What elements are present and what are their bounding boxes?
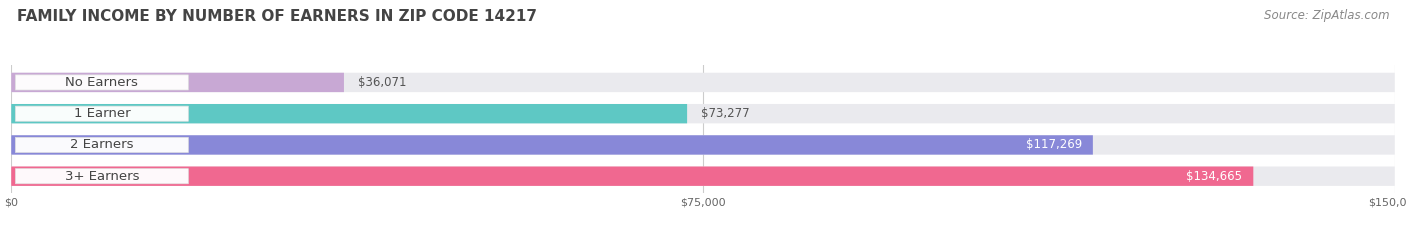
FancyBboxPatch shape <box>15 169 188 184</box>
Text: FAMILY INCOME BY NUMBER OF EARNERS IN ZIP CODE 14217: FAMILY INCOME BY NUMBER OF EARNERS IN ZI… <box>17 9 537 24</box>
FancyBboxPatch shape <box>11 104 1395 123</box>
FancyBboxPatch shape <box>15 75 188 90</box>
FancyBboxPatch shape <box>11 73 1395 92</box>
Text: $117,269: $117,269 <box>1025 138 1081 151</box>
FancyBboxPatch shape <box>11 167 1395 186</box>
FancyBboxPatch shape <box>11 167 1253 186</box>
Text: $134,665: $134,665 <box>1187 170 1243 183</box>
FancyBboxPatch shape <box>11 135 1395 155</box>
Text: No Earners: No Earners <box>66 76 138 89</box>
Text: 1 Earner: 1 Earner <box>73 107 131 120</box>
FancyBboxPatch shape <box>15 137 188 153</box>
FancyBboxPatch shape <box>15 106 188 121</box>
Text: $36,071: $36,071 <box>357 76 406 89</box>
FancyBboxPatch shape <box>11 73 344 92</box>
Text: $73,277: $73,277 <box>702 107 749 120</box>
Text: Source: ZipAtlas.com: Source: ZipAtlas.com <box>1264 9 1389 22</box>
Text: 3+ Earners: 3+ Earners <box>65 170 139 183</box>
FancyBboxPatch shape <box>11 104 688 123</box>
FancyBboxPatch shape <box>11 135 1092 155</box>
Text: 2 Earners: 2 Earners <box>70 138 134 151</box>
